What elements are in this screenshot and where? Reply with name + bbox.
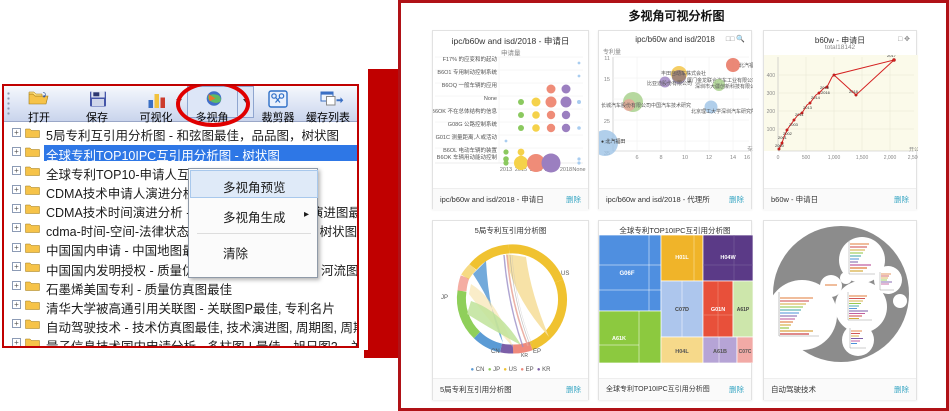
svg-text:1,000: 1,000 <box>828 155 841 161</box>
svg-text:H01L: H01L <box>675 255 689 261</box>
svg-text:EP: EP <box>533 349 541 355</box>
svg-text:8: 8 <box>659 155 662 161</box>
svg-text:2018: 2018 <box>849 89 859 94</box>
svg-text:G01N: G01N <box>711 307 725 313</box>
svg-text:长城汽车股份有限公司中国汽车技术研究: 长城汽车股份有限公司中国汽车技术研究 <box>601 102 691 109</box>
svg-text:US: US <box>561 271 569 277</box>
svg-text:400: 400 <box>767 73 776 79</box>
svg-text:2014: 2014 <box>811 95 821 100</box>
svg-text:2016: 2016 <box>821 90 831 95</box>
svg-text:B6OQ 一般车辆的应用: B6OQ 一般车辆的应用 <box>442 81 497 89</box>
svg-text:1,500: 1,500 <box>856 155 869 161</box>
svg-text:25: 25 <box>604 119 610 125</box>
svg-text:100: 100 <box>767 127 776 133</box>
svg-text:2018: 2018 <box>560 167 572 173</box>
svg-text:2,500: 2,500 <box>908 155 918 161</box>
svg-text:2011: 2011 <box>795 112 804 117</box>
svg-text:0: 0 <box>777 155 780 161</box>
svg-text:专利: 专利 <box>747 145 753 153</box>
svg-text:F17% 的应变和的起动: F17% 的应变和的起动 <box>443 55 498 63</box>
svg-text:16: 16 <box>744 155 750 161</box>
svg-text:2000: 2000 <box>775 143 785 148</box>
svg-text:10: 10 <box>682 155 688 161</box>
svg-text:C07D: C07D <box>675 307 689 313</box>
svg-text:开公开量: 开公开量 <box>909 146 918 153</box>
svg-text:● 北汽福田: ● 北汽福田 <box>601 138 625 145</box>
svg-text:6: 6 <box>635 155 638 161</box>
svg-text:2013: 2013 <box>803 105 813 110</box>
svg-text:2017: 2017 <box>887 55 897 58</box>
svg-text:A61P: A61P <box>737 307 750 313</box>
svg-text:300: 300 <box>767 91 776 97</box>
svg-text:KR: KR <box>521 353 528 359</box>
svg-text:2003: 2003 <box>789 122 799 127</box>
svg-text:2013: 2013 <box>500 167 512 173</box>
svg-text:比亚迪股份有限公司: 比亚迪股份有限公司 <box>647 80 692 87</box>
svg-text:B6O1 专用制动控制系统: B6O1 专用制动控制系统 <box>437 68 497 76</box>
svg-text:2002: 2002 <box>783 131 793 136</box>
svg-text:15: 15 <box>604 77 610 83</box>
svg-text:丰田自动车株式会社: 丰田自动车株式会社 <box>661 70 706 77</box>
svg-text:G01C 测量距离,人或活动: G01C 测量距离,人或活动 <box>436 133 498 141</box>
svg-text:JP: JP <box>441 295 448 301</box>
svg-text:A61B: A61B <box>713 349 727 355</box>
svg-text:北京理工大学深圳汽车研究所: 北京理工大学深圳汽车研究所 <box>691 108 753 115</box>
svg-text:深圳市大疆创新科技有限公司: 深圳市大疆创新科技有限公司 <box>695 83 753 90</box>
svg-text:14: 14 <box>730 155 736 161</box>
svg-text:A61K: A61K <box>612 336 626 342</box>
svg-text:B6OK 车辆用动能动控制: B6OK 车辆用动能动控制 <box>437 153 498 161</box>
svg-text:C07C: C07C <box>739 349 752 355</box>
svg-text:G08G 公路控制系统: G08G 公路控制系统 <box>448 120 498 128</box>
svg-text:B6OK 不在总体结构的信息: B6OK 不在总体结构的信息 <box>433 107 497 115</box>
svg-text:None: None <box>484 96 497 102</box>
svg-text:北汽福田汽车股份有限公司: 北汽福田汽车股份有限公司 <box>739 62 753 69</box>
svg-text:2,000: 2,000 <box>884 155 897 161</box>
svg-text:200: 200 <box>767 109 776 115</box>
svg-text:12: 12 <box>706 155 712 161</box>
svg-text:B6OL 电动车辆的装置: B6OL 电动车辆的装置 <box>443 146 497 154</box>
svg-text:11: 11 <box>604 56 610 62</box>
svg-text:None: None <box>572 167 585 173</box>
svg-text:G06F: G06F <box>619 271 634 277</box>
svg-text:H04L: H04L <box>675 349 689 355</box>
svg-text:CN: CN <box>491 349 500 355</box>
svg-text:500: 500 <box>802 155 811 161</box>
svg-text:H04W: H04W <box>720 255 736 261</box>
